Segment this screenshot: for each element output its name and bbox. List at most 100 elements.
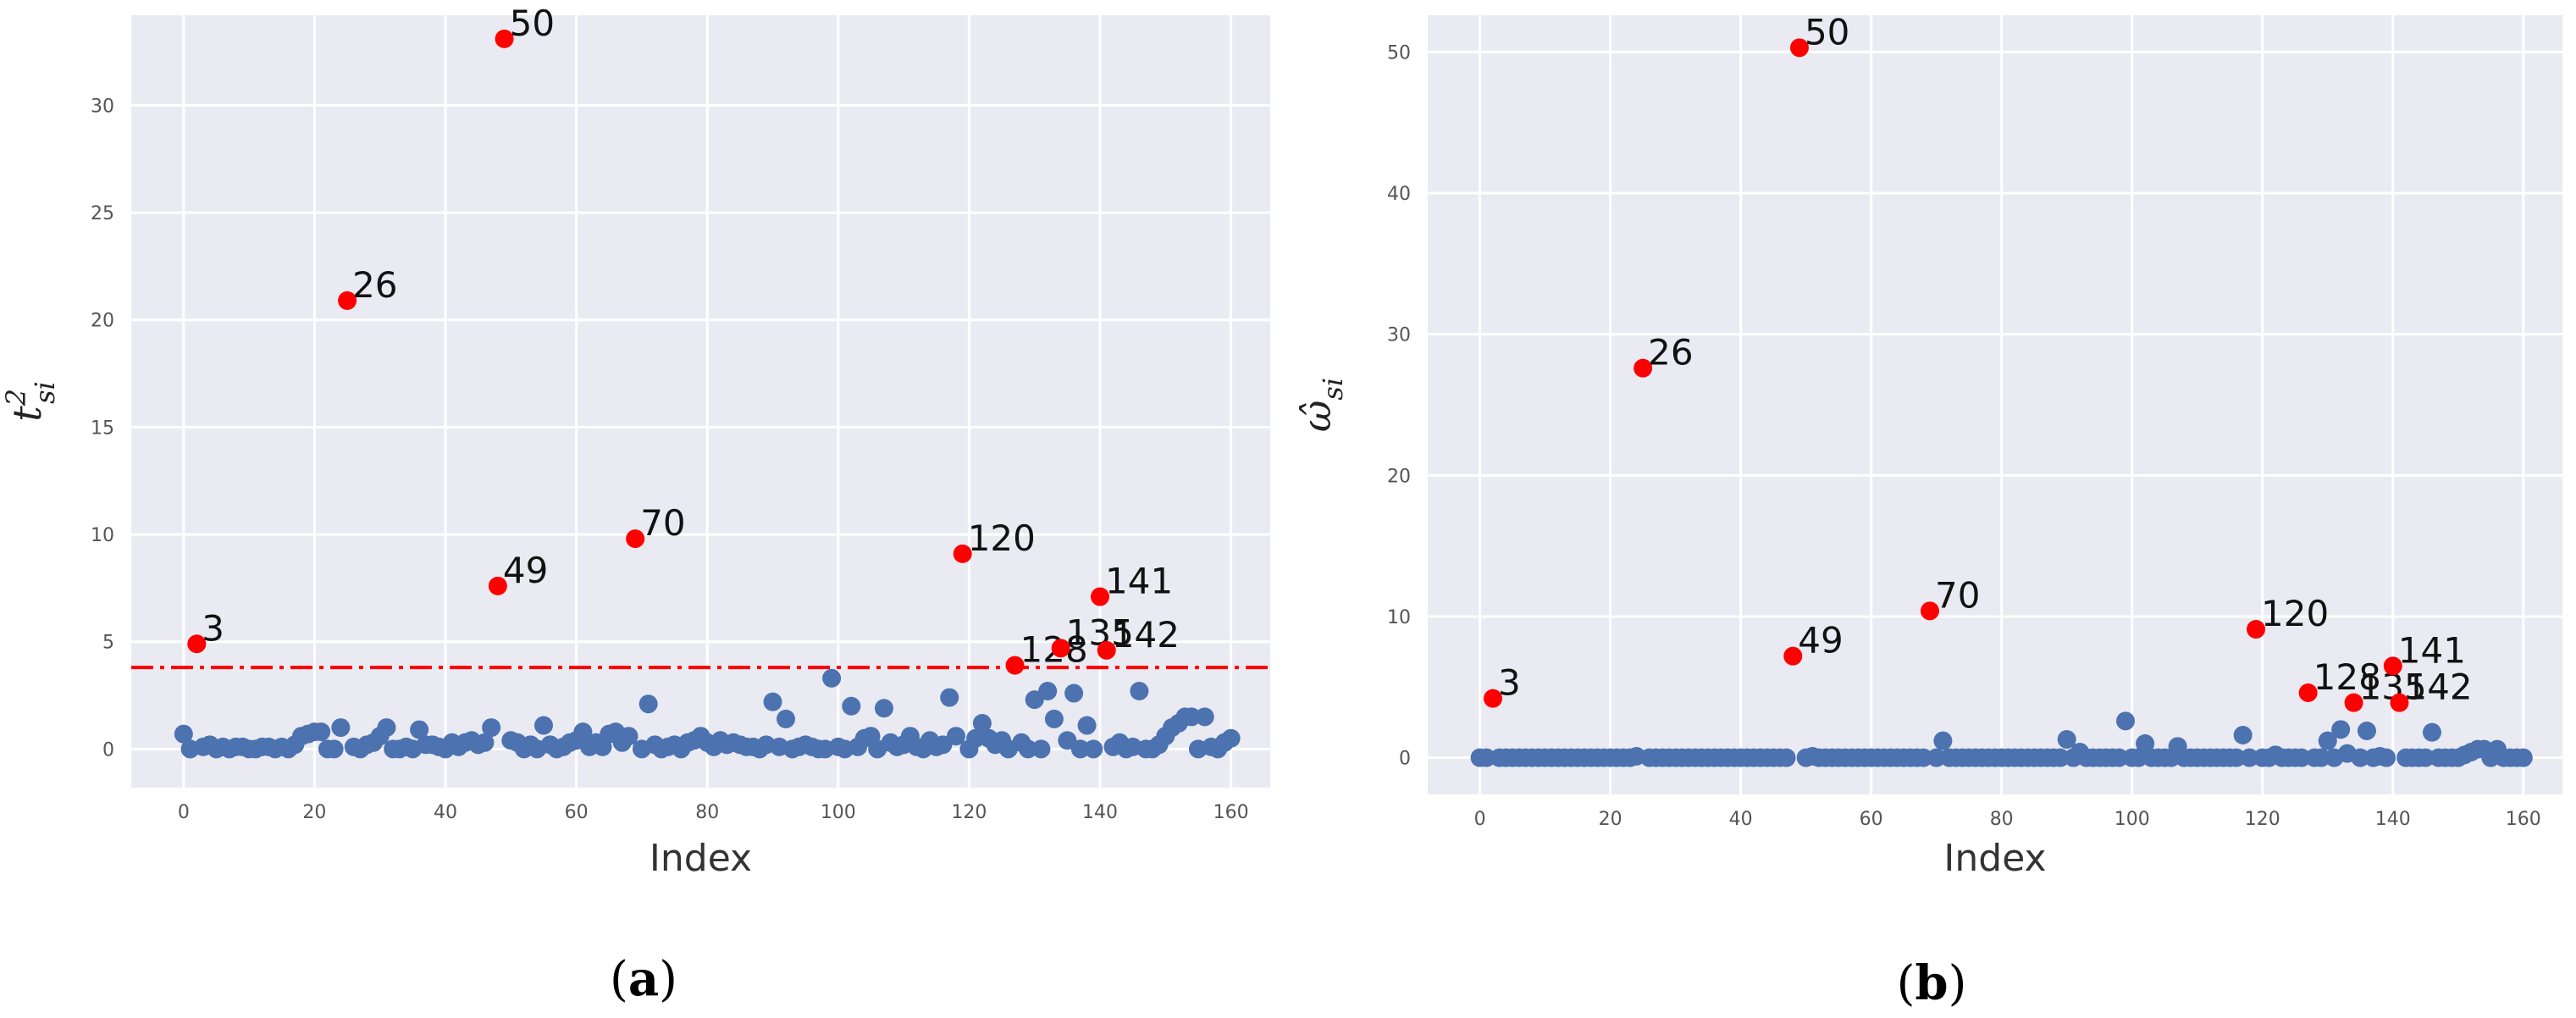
panel-label-letter: b <box>1915 955 1948 1011</box>
data-point <box>2051 748 2070 767</box>
scatter-chart-b: 0 20 40 60 80 100 120 140 160 0 10 20 30 40 50 3 26 49 50 7… <box>1294 11 2562 1011</box>
data-point <box>410 720 429 739</box>
data-point <box>2057 730 2076 749</box>
data-point <box>2291 748 2311 767</box>
plot-background <box>131 15 1270 788</box>
x-tick-label: 140 <box>2375 809 2411 830</box>
x-tick-label: 0 <box>178 802 190 823</box>
outlier-point <box>1789 38 1809 58</box>
data-point <box>972 714 992 733</box>
outlier-label: 50 <box>1805 11 1849 53</box>
outlier-point <box>2298 683 2318 702</box>
x-tick-label: 100 <box>2114 809 2150 830</box>
data-point <box>2357 722 2376 740</box>
outlier-point <box>1783 646 1803 666</box>
data-point <box>2240 748 2259 767</box>
data-point <box>2422 722 2441 742</box>
outlier-label: 26 <box>1648 332 1693 373</box>
data-point <box>324 739 344 759</box>
data-point <box>1477 748 1496 767</box>
data-point <box>1933 731 1953 750</box>
data-point <box>2513 748 2533 767</box>
data-point <box>1221 728 1241 748</box>
data-point <box>1038 682 1058 700</box>
data-point <box>874 699 893 718</box>
y-axis-label-base: ω̂ <box>1294 401 1340 433</box>
outlier-label: 3 <box>202 607 224 649</box>
panel-label-a: (a) <box>610 951 677 1007</box>
outlier-point <box>1633 358 1653 378</box>
panel-label-paren: ( <box>610 952 628 1007</box>
data-point <box>1130 682 1149 700</box>
y-tick-label: 0 <box>1399 749 1411 770</box>
x-tick-label: 160 <box>2506 809 2541 830</box>
y-tick-label: 50 <box>1387 42 1411 64</box>
data-point <box>940 688 959 707</box>
outlier-label: 50 <box>510 3 555 44</box>
outlier-point <box>2390 693 2409 712</box>
data-point <box>2116 711 2136 731</box>
outlier-point <box>1051 639 1070 658</box>
x-tick-label: 140 <box>1082 802 1118 823</box>
data-point <box>619 727 638 746</box>
outlier-point <box>2383 656 2402 676</box>
data-point <box>1084 739 1103 759</box>
chart-panel-a: 0 20 40 60 80 100 120 140 160 0 5 10 15 20 25 30 3 26 49 50… <box>0 3 1270 1007</box>
data-point <box>2226 748 2246 767</box>
y-tick-label: 5 <box>102 633 114 654</box>
x-tick-label: 80 <box>695 802 719 823</box>
data-point <box>2129 748 2148 767</box>
x-tick-label: 120 <box>951 802 987 823</box>
outlier-point <box>495 29 514 48</box>
data-point <box>2233 726 2253 744</box>
data-point <box>2351 748 2370 767</box>
data-point <box>331 718 351 738</box>
data-point <box>482 718 501 738</box>
y-axis-label: ω̂si <box>1294 378 1349 432</box>
y-axis-label: t2si <box>0 381 61 422</box>
data-point <box>1064 683 1084 703</box>
data-point <box>2377 748 2396 767</box>
y-axis-label-sup: 2 <box>0 389 32 407</box>
data-point <box>1195 707 1214 727</box>
data-point <box>1044 709 1064 728</box>
data-point <box>2109 748 2129 767</box>
data-point <box>1777 748 1796 767</box>
data-point <box>533 716 553 735</box>
data-point <box>1182 707 1202 727</box>
data-point <box>312 722 331 742</box>
x-tick-label: 40 <box>1729 809 1753 830</box>
data-point <box>776 709 795 728</box>
y-axis-label-base: t <box>4 406 50 422</box>
x-tick-label: 20 <box>302 802 326 823</box>
data-point <box>475 733 495 752</box>
outlier-point <box>1484 689 1503 708</box>
x-tick-label: 100 <box>821 802 856 823</box>
y-tick-label: 10 <box>1387 607 1411 628</box>
outlier-point <box>2344 693 2363 712</box>
data-point <box>842 696 861 716</box>
x-tick-label: 60 <box>1860 809 1883 830</box>
data-point <box>2318 731 2337 750</box>
y-tick-label: 10 <box>91 525 114 546</box>
outlier-point <box>953 544 972 563</box>
y-tick-label: 20 <box>1387 466 1411 487</box>
scatter-chart-a: 0 20 40 60 80 100 120 140 160 0 5 10 15 20 25 30 3 26 49 50… <box>0 3 1270 1007</box>
plot-background <box>1428 15 2562 794</box>
x-tick-label: 80 <box>1990 809 2014 830</box>
data-point <box>2312 748 2331 767</box>
outlier-label: 141 <box>2398 629 2466 671</box>
data-point <box>1077 716 1097 735</box>
data-point <box>1018 739 1037 759</box>
y-tick-label: 20 <box>91 311 114 332</box>
y-axis-label-sub: si <box>29 381 61 404</box>
outlier-label: 26 <box>352 264 397 306</box>
outlier-point <box>488 576 507 595</box>
panel-label-paren: ( <box>1897 956 1915 1011</box>
panel-label-paren: ) <box>659 952 677 1007</box>
x-tick-label: 160 <box>1213 802 1249 823</box>
y-tick-label: 15 <box>91 418 114 439</box>
data-point <box>2331 720 2351 739</box>
y-tick-label: 30 <box>1387 325 1411 346</box>
data-point <box>1914 748 1933 767</box>
